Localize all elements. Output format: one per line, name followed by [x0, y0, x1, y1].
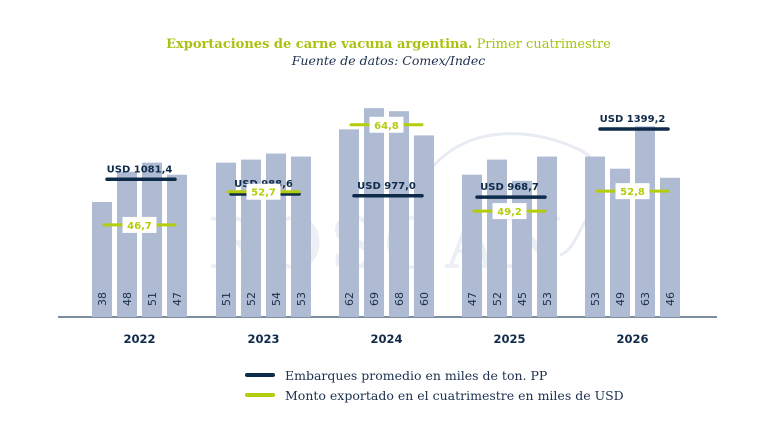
- bar-2023-1: [216, 162, 236, 317]
- bar-2024-1: [339, 129, 359, 317]
- chart-title-normal: Primer cuatrimestre: [476, 37, 611, 52]
- bar-2026-2: [610, 168, 630, 317]
- bar-value-label: 69: [368, 292, 381, 306]
- bar-value-label: 52: [245, 292, 258, 306]
- bar-2026-3: [635, 126, 655, 317]
- legend-item-usd: Monto exportado en el cuatrimestre en mi…: [245, 385, 624, 405]
- tons-label-box-2026: [615, 183, 650, 200]
- bar-group-2026: 53 49 63 46: [585, 126, 680, 317]
- year-label-2022: 2022: [123, 332, 155, 346]
- tons-label-box-2025: [492, 203, 527, 220]
- tons-label-2026: 52,8: [620, 187, 645, 198]
- tons-label-2025: 49,2: [497, 207, 522, 218]
- tons-label-box-2023: [246, 183, 281, 200]
- bar-value-label: 53: [295, 292, 308, 306]
- bar-value-label: 38: [96, 292, 109, 306]
- bar-2024-4: [414, 135, 434, 317]
- usd-label-2024: USD 977,0: [357, 181, 416, 192]
- bar-value-label: 49: [614, 292, 627, 306]
- tons-label-box-2022: [122, 216, 157, 233]
- bar-value-label: 48: [121, 292, 134, 306]
- bar-value-label: 46: [664, 292, 677, 306]
- bar-2026-4: [660, 177, 680, 317]
- bar-value-label: 60: [418, 292, 431, 306]
- year-label-2025: 2025: [493, 332, 525, 346]
- bar-value-label: 53: [541, 292, 554, 306]
- tons-label-box-2024: [369, 116, 404, 133]
- chart-title: Exportaciones de carne vacuna argentina.…: [0, 37, 777, 53]
- bar-value-label: 53: [589, 292, 602, 306]
- bar-value-label: 54: [270, 292, 283, 306]
- year-label-2026: 2026: [616, 332, 648, 346]
- tons-label-2022: 46,7: [127, 221, 152, 232]
- bar-value-label: 51: [146, 292, 159, 306]
- tons-label-2023: 52,7: [251, 188, 276, 199]
- bar-2025-2: [487, 159, 507, 317]
- bar-2022-1: [92, 201, 112, 317]
- bar-value-label: 47: [171, 292, 184, 306]
- tons-label-2024: 64,8: [374, 121, 399, 132]
- bar-2024-3: [389, 111, 409, 317]
- usd-label-2026: USD 1399,2: [600, 114, 666, 125]
- year-label-2023: 2023: [247, 332, 279, 346]
- bar-value-label: 47: [466, 292, 479, 306]
- usd-label-2025: USD 968,7: [480, 182, 539, 193]
- bar-2022-3: [142, 162, 162, 317]
- legend-label-usd: Monto exportado en el cuatrimestre en mi…: [285, 387, 624, 403]
- bar-value-label: 52: [491, 292, 504, 306]
- chart-subtitle: Fuente de datos: Comex/Indec: [291, 53, 486, 68]
- bar-value-label: 62: [343, 292, 356, 306]
- bar-2022-2: [117, 171, 137, 317]
- legend-swatch-navy: [245, 373, 275, 377]
- legend-swatch-lime: [245, 393, 275, 397]
- legend-label-tons: Embarques promedio en miles de ton. PP: [285, 367, 548, 383]
- bar-2026-1: [585, 156, 605, 317]
- bar-value-label: 51: [220, 292, 233, 306]
- legend: Embarques promedio en miles de ton. PP M…: [245, 365, 624, 405]
- bar-group-2022: 38 48 51 47: [92, 162, 187, 317]
- bar-2023-4: [291, 156, 311, 317]
- usd-label-2022: USD 1081,4: [107, 164, 173, 175]
- bar-value-label: 68: [393, 292, 406, 306]
- year-label-2024: 2024: [370, 332, 402, 346]
- bar-2024-2: [364, 108, 384, 317]
- bar-value-label: 45: [516, 292, 529, 306]
- chart-title-bold: Exportaciones de carne vacuna argentina.: [166, 37, 473, 52]
- bar-2022-4: [167, 174, 187, 317]
- bar-group-2024: 62 69 68 60: [339, 108, 434, 317]
- legend-item-tons: Embarques promedio en miles de ton. PP: [245, 365, 624, 385]
- bar-value-label: 63: [639, 292, 652, 306]
